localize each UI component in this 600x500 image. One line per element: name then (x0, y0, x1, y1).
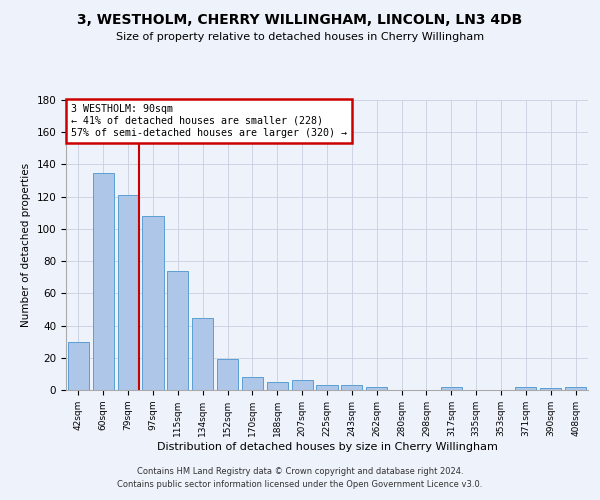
Bar (441, 387, 462, 390)
Bar (192, 318, 213, 390)
Bar (142, 216, 164, 390)
Bar (316, 385, 338, 390)
Bar (292, 380, 313, 390)
Text: 3 WESTHOLM: 90sqm
← 41% of detached houses are smaller (228)
57% of semi-detache: 3 WESTHOLM: 90sqm ← 41% of detached hous… (71, 104, 347, 138)
Bar (68, 342, 89, 390)
Bar (217, 360, 238, 390)
Bar (118, 195, 139, 390)
Bar (366, 387, 387, 390)
Text: Distribution of detached houses by size in Cherry Willingham: Distribution of detached houses by size … (157, 442, 497, 452)
Text: Contains public sector information licensed under the Open Government Licence v3: Contains public sector information licen… (118, 480, 482, 489)
Bar (341, 385, 362, 390)
Text: Contains HM Land Registry data © Crown copyright and database right 2024.: Contains HM Land Registry data © Crown c… (137, 468, 463, 476)
Bar (267, 382, 288, 390)
Bar (565, 387, 586, 390)
Bar (540, 388, 561, 390)
Text: Size of property relative to detached houses in Cherry Willingham: Size of property relative to detached ho… (116, 32, 484, 42)
Bar (515, 387, 536, 390)
Text: 3, WESTHOLM, CHERRY WILLINGHAM, LINCOLN, LN3 4DB: 3, WESTHOLM, CHERRY WILLINGHAM, LINCOLN,… (77, 12, 523, 26)
Bar (242, 377, 263, 390)
Y-axis label: Number of detached properties: Number of detached properties (21, 163, 31, 327)
Bar (167, 271, 188, 390)
Bar (93, 172, 114, 390)
